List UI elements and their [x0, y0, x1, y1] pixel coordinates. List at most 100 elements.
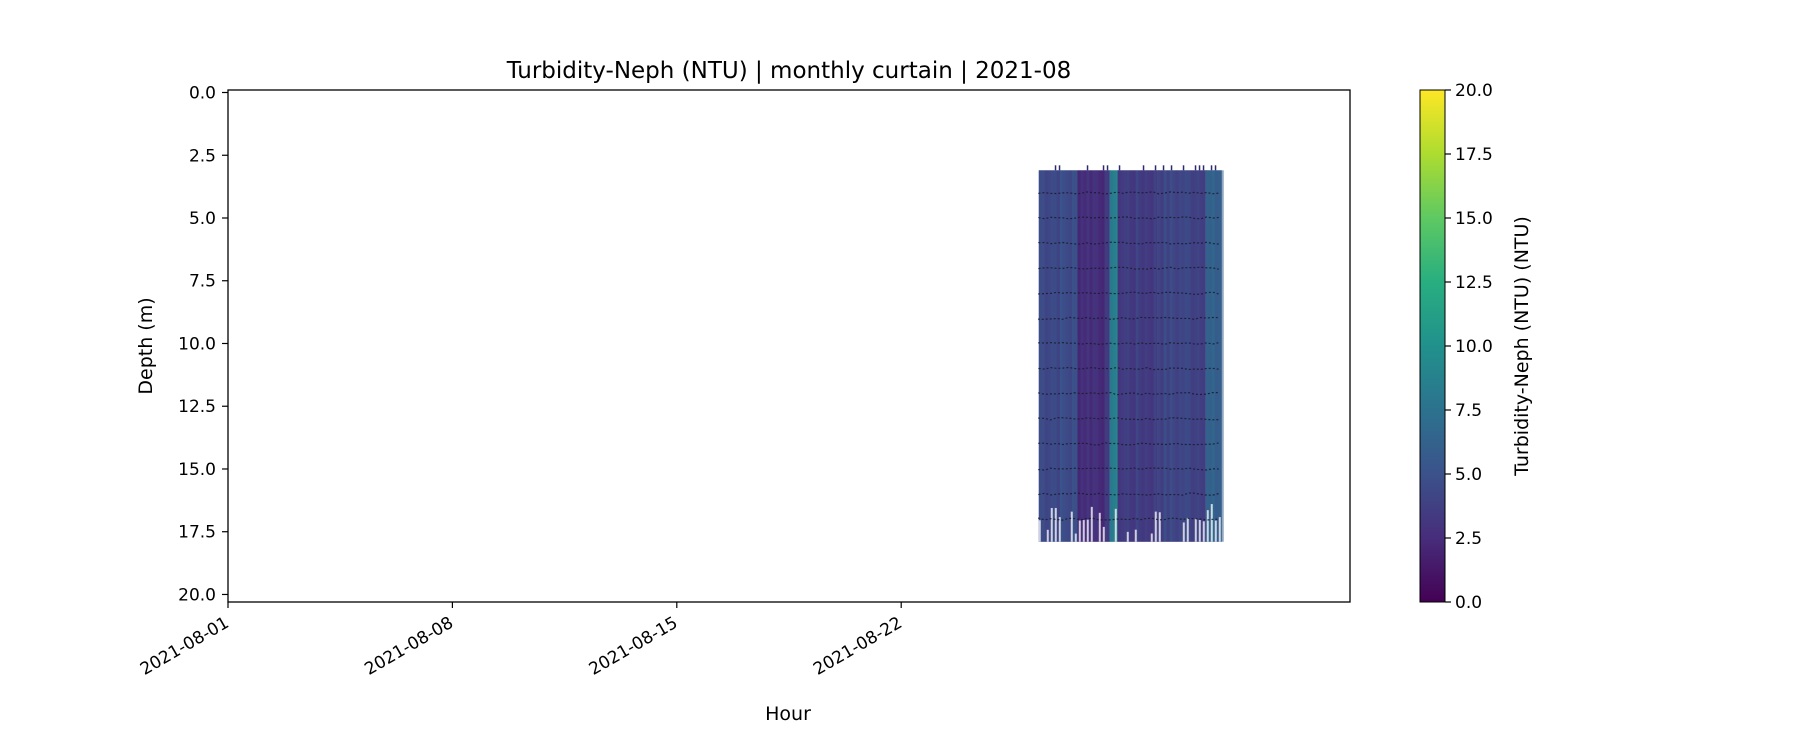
heatmap-column	[1190, 170, 1194, 542]
edge-gap	[1158, 512, 1161, 542]
edge-tick	[1086, 165, 1089, 171]
heatmap-column	[1175, 170, 1179, 542]
edge-gap	[1054, 507, 1057, 542]
heatmap-column	[1169, 170, 1173, 542]
heatmap-column	[1059, 170, 1063, 542]
heatmap-column	[1144, 170, 1148, 542]
heatmap-column	[1115, 170, 1119, 542]
heatmap-column	[1101, 170, 1105, 542]
heatmap-column	[1135, 170, 1139, 542]
plot-frame	[227, 89, 1351, 603]
edge-gap	[1074, 533, 1077, 542]
colorbar-tick-label: 10.0	[1455, 337, 1493, 357]
heatmap-column	[1181, 170, 1185, 542]
colorbar	[1419, 89, 1446, 603]
x-tick-label: 2021-08-22	[810, 613, 906, 680]
edge-gap	[1078, 520, 1081, 542]
heatmap-column	[1141, 170, 1145, 542]
heatmap-column	[1071, 170, 1075, 542]
heatmap-column	[1202, 170, 1206, 542]
heatmap-column	[1098, 170, 1102, 542]
sensor-depth-line	[1038, 291, 1219, 295]
heatmap-column	[1044, 170, 1048, 542]
heatmap-column	[1068, 170, 1072, 542]
heatmap-column	[1150, 170, 1154, 542]
x-tick-label: 2021-08-15	[586, 613, 682, 680]
heatmap-column	[1208, 170, 1212, 542]
heatmap-column	[1062, 170, 1066, 542]
sensor-depth-line	[1038, 316, 1219, 321]
y-tick-label: 7.5	[189, 272, 216, 292]
edge-gap	[1086, 519, 1089, 542]
edge-gap	[1186, 517, 1189, 542]
plot-area	[1038, 165, 1224, 542]
heatmap-column	[1132, 170, 1136, 542]
heatmap-column	[1166, 170, 1170, 542]
edge-gap	[1194, 518, 1197, 542]
sensor-depth-lines	[1038, 191, 1219, 521]
heatmap-column	[1050, 170, 1054, 542]
heatmap-column	[1047, 170, 1051, 542]
edge-gap	[1058, 517, 1061, 542]
edge-tick	[1106, 165, 1109, 171]
heatmap-column	[1138, 170, 1142, 542]
colorbar-tick-label: 20.0	[1455, 81, 1493, 101]
y-tick-label: 2.5	[189, 146, 216, 166]
edge-tick	[1118, 165, 1121, 171]
colorbar-tick-label: 15.0	[1455, 209, 1493, 229]
heatmap-column	[1199, 170, 1203, 542]
sensor-depth-line	[1038, 417, 1219, 421]
heatmap-column	[1160, 170, 1164, 542]
heatmap-column	[1065, 170, 1069, 542]
heatmap-column	[1196, 170, 1200, 542]
edge-gap	[1210, 504, 1213, 542]
edge-gap	[1150, 533, 1153, 542]
colorbar-label: Turbidity-Neph (NTU) (NTU)	[1511, 216, 1533, 477]
x-tick-label: 2021-08-08	[361, 613, 457, 680]
colorbar-tick-label: 0.0	[1455, 593, 1482, 613]
heatmap-column	[1083, 170, 1087, 542]
heatmap-column	[1086, 170, 1090, 542]
edge-gap	[1082, 520, 1085, 542]
heatmap-column	[1157, 170, 1161, 542]
heatmap-column	[1163, 170, 1167, 542]
heatmap-column	[1147, 170, 1151, 542]
heatmap-column	[1184, 170, 1188, 542]
edge-tick	[1214, 165, 1217, 171]
x-axis: 2021-08-01 2021-08-08 2021-08-15 2021-08-22	[137, 602, 906, 680]
edge-gap	[1114, 508, 1117, 542]
edge-tick	[1142, 165, 1145, 171]
heatmap-column	[1104, 170, 1108, 542]
heatmap-column	[1129, 170, 1133, 542]
heatmap-column	[1205, 170, 1209, 542]
edge-gap	[1202, 521, 1205, 542]
colorbar-axis: 0.0 2.5 5.0 7.5 10.0 12.5 15.0 17.5 20.0	[1445, 81, 1493, 613]
edge-tick	[1170, 165, 1173, 171]
sensor-depth-line	[1038, 366, 1219, 371]
heatmap-column	[1214, 170, 1218, 542]
edge-gap	[1098, 512, 1101, 542]
y-tick-label: 5.0	[189, 209, 216, 229]
y-tick-label: 12.5	[178, 397, 216, 417]
edge-tick	[1102, 165, 1105, 171]
sensor-depth-line	[1038, 191, 1219, 195]
colorbar-tick-label: 2.5	[1455, 529, 1482, 549]
heatmap-column	[1126, 170, 1130, 542]
heatmap-column	[1107, 170, 1111, 542]
colorbar-tick-label: 12.5	[1455, 273, 1493, 293]
edge-tick	[1202, 165, 1205, 171]
edge-tick	[1162, 165, 1165, 171]
edge-gap	[1038, 520, 1041, 542]
x-tick-label: 2021-08-01	[137, 613, 233, 680]
edge-gap	[1154, 511, 1157, 542]
heatmap-column	[1217, 170, 1221, 542]
heatmap-column	[1193, 170, 1197, 542]
edge-gap	[1206, 510, 1209, 542]
edge-gap	[1050, 508, 1053, 542]
heatmap-column	[1074, 170, 1078, 542]
heatmap-column	[1211, 170, 1215, 542]
edge-gap	[1182, 522, 1185, 542]
edge-tick	[1182, 165, 1185, 171]
